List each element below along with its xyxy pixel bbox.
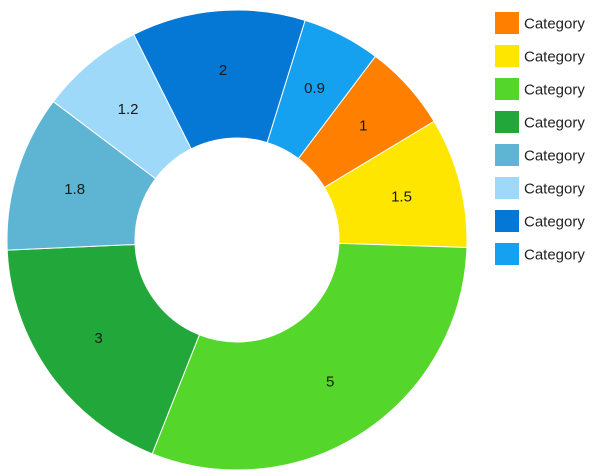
legend-label-6: Category — [524, 181, 585, 198]
legend-swatch-1 — [495, 12, 519, 34]
data-label-5: 1.8 — [64, 181, 85, 198]
data-label-4: 3 — [94, 330, 102, 347]
donut-hole — [135, 138, 339, 342]
legend-label-8: Category — [524, 247, 585, 264]
legend-label-1: Category — [524, 16, 585, 33]
legend-label-3: Category — [524, 82, 585, 99]
data-label-1: 1 — [359, 118, 367, 135]
legend-label-4: Category — [524, 115, 585, 132]
legend-swatch-4 — [495, 111, 519, 133]
legend-label-2: Category — [524, 49, 585, 66]
legend: Category Category Category Category Category… — [495, 12, 585, 265]
legend-swatch-7 — [495, 210, 519, 232]
data-label-7: 2 — [219, 62, 227, 79]
legend-swatch-6 — [495, 177, 519, 199]
donut-slices — [6, 9, 468, 471]
legend-swatch-8 — [495, 243, 519, 265]
data-label-3: 5 — [326, 374, 334, 391]
legend-label-7: Category — [524, 214, 585, 231]
data-label-8: 0.9 — [304, 80, 325, 97]
legend-swatch-3 — [495, 78, 519, 100]
data-label-6: 1.2 — [118, 101, 139, 118]
legend-label-5: Category — [524, 148, 585, 165]
data-labels: 1 1.5 5 3 1.8 1.2 2 0.9 — [64, 62, 412, 391]
legend-swatch-2 — [495, 45, 519, 67]
data-label-2: 1.5 — [391, 189, 412, 206]
legend-swatch-5 — [495, 144, 519, 166]
